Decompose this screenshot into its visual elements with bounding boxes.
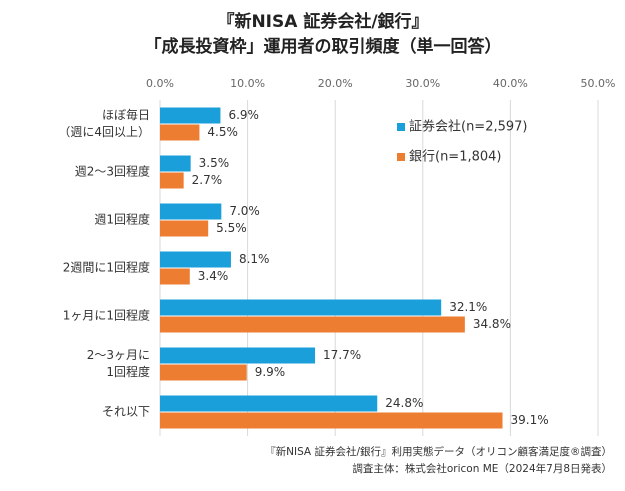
bar <box>160 364 247 381</box>
x-tick-label: 50.0% <box>581 77 616 90</box>
bar <box>160 172 184 189</box>
x-tick-label: 40.0% <box>493 77 528 90</box>
bar <box>160 124 200 141</box>
source-note: 『新NISA 証券会社/銀行』利用実態データ（オリコン顧客満足度®調査） <box>265 445 612 458</box>
value-label: 9.9% <box>255 365 286 379</box>
y-tick-label: 1ヶ月に1回程度 <box>63 308 150 323</box>
y-tick-label: 2～3ヶ月に <box>87 348 150 362</box>
bar <box>160 220 209 237</box>
bar <box>160 155 191 172</box>
bar <box>160 203 222 220</box>
value-label: 7.0% <box>229 204 260 218</box>
bar <box>160 395 378 412</box>
source-note: 調査主体：株式会社oricon ME（2024年7月8日発表） <box>352 462 612 475</box>
value-label: 39.1% <box>511 413 549 427</box>
x-tick-label: 30.0% <box>405 77 440 90</box>
bar <box>160 316 465 333</box>
value-label: 4.5% <box>207 125 238 139</box>
y-tick-label: 週2～3回程度 <box>75 164 150 179</box>
y-tick-label: それ以下 <box>102 405 150 419</box>
bar <box>160 107 221 124</box>
value-label: 34.8% <box>473 317 511 331</box>
chart-title: 「成長投資枠」運用者の取引頻度（単一回答） <box>145 36 502 57</box>
value-label: 3.4% <box>198 269 229 283</box>
y-tick-label: 2週間に1回程度 <box>63 260 150 275</box>
chart-title: 『新NISA 証券会社/銀行』 <box>217 11 428 32</box>
x-tick-label: 10.0% <box>230 77 265 90</box>
bar <box>160 299 442 316</box>
value-label: 3.5% <box>199 156 230 170</box>
bar <box>160 268 190 285</box>
value-label: 17.7% <box>323 348 361 362</box>
x-tick-label: 20.0% <box>318 77 353 90</box>
y-tick-label: （週に4回以上） <box>58 125 150 139</box>
value-label: 6.9% <box>228 108 259 122</box>
legend-label: 証券会社(n=2,597) <box>409 119 528 135</box>
legend-label: 銀行(n=1,804) <box>409 150 502 165</box>
value-label: 32.1% <box>449 300 487 314</box>
bar <box>160 347 316 364</box>
x-tick-label: 0.0% <box>146 77 174 90</box>
legend-swatch <box>397 123 405 131</box>
legend-swatch <box>397 153 405 161</box>
y-tick-label: 1回程度 <box>106 364 150 379</box>
y-tick-label: ほぼ毎日 <box>102 107 150 122</box>
bar <box>160 251 231 268</box>
value-label: 24.8% <box>385 396 423 410</box>
value-label: 2.7% <box>192 173 223 187</box>
bar <box>160 412 503 429</box>
y-tick-label: 週1回程度 <box>94 212 150 227</box>
value-label: 8.1% <box>239 252 270 266</box>
value-label: 5.5% <box>216 221 247 235</box>
